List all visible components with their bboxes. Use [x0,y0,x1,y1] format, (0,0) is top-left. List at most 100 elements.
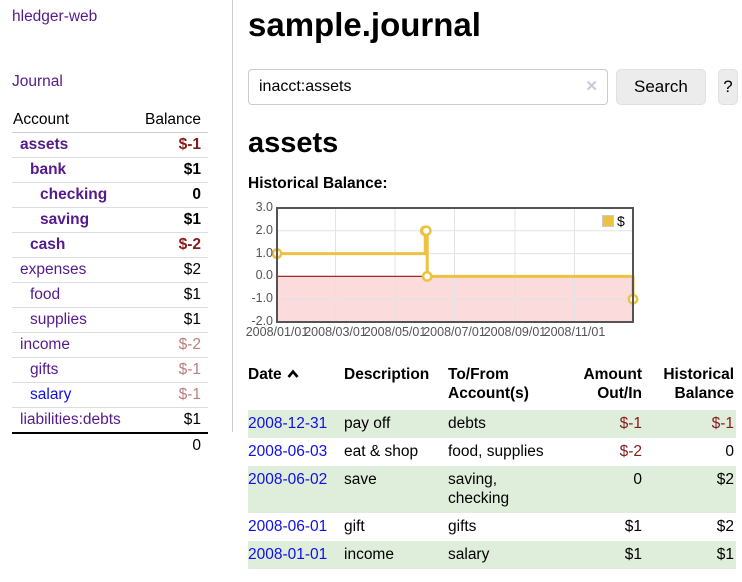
transaction-date-link[interactable]: 2008-12-31 [248,415,328,432]
transaction-amount: $1 [624,546,642,563]
transaction-description: pay off [344,415,391,432]
account-row-food: food $1 [12,282,208,308]
account-balance: $-2 [136,332,208,358]
transaction-accounts: gifts [448,518,477,535]
account-link-checking[interactable]: checking [40,186,108,203]
account-link-income[interactable]: income [20,336,70,353]
legend-swatch-icon [602,215,614,227]
y-axis-tick-label: 3.0 [255,200,273,214]
page-title: sample.journal [248,6,481,43]
transaction-accounts: salary [448,546,490,563]
transaction-description: eat & shop [344,443,419,460]
app-title-link[interactable]: hledger-web [12,8,98,25]
account-link-saving[interactable]: saving [40,211,90,228]
column-header-description: Description [344,366,430,383]
account-link-gifts[interactable]: gifts [30,361,59,378]
account-balance: $1 [136,307,208,333]
transaction-amount: $-1 [619,415,642,432]
accounts-total-row: 0 [12,432,208,458]
y-axis-tick-label: -2.0 [251,314,273,328]
sort-ascending-icon [287,369,299,378]
account-row-cash: cash $-2 [12,232,208,258]
account-row-salary: salary $-1 [12,382,208,408]
account-balance: $1 [136,282,208,308]
account-link-expenses[interactable]: expenses [20,261,87,278]
accounts-table: Account Balance assets $-1 bank $1 check… [12,108,208,458]
transaction-accounts: debts [448,415,486,432]
sidebar: hledger-web Journal Account Balance asse… [0,0,232,466]
transaction-description: save [344,471,377,488]
account-link-food[interactable]: food [30,286,61,303]
x-axis-tick-label: 2008/09/01 [483,325,547,339]
account-balance: 0 [136,182,208,208]
sidebar-divider [232,0,233,432]
y-axis-tick-label: 0.0 [255,268,273,283]
transaction-balance: $1 [716,546,734,563]
column-header-balance: Historical Balance [663,366,734,402]
transaction-date-link[interactable]: 2008-06-02 [248,471,328,488]
balance-chart-canvas[interactable] [248,200,648,342]
clear-search-icon[interactable]: ✕ [585,78,598,95]
transaction-accounts: food, supplies [448,443,544,460]
accounts-table-header: Account Balance [12,108,208,133]
transaction-amount: 0 [633,471,642,488]
account-balance: $2 [136,257,208,283]
account-row-income: income $-2 [12,332,208,358]
transaction-amount: $1 [624,518,642,535]
transaction-balance: $2 [716,518,734,535]
transaction-balance: 0 [725,443,734,460]
account-link-salary[interactable]: salary [30,386,72,403]
register-row: 2008-06-01 gift gifts $1 $2 [248,513,736,541]
account-column-header: Account [12,108,137,133]
sidebar-item-journal[interactable]: Journal [12,73,63,90]
transaction-date-link[interactable]: 2008-06-01 [248,518,328,535]
account-link-bank[interactable]: bank [30,161,67,178]
transaction-accounts: saving, checking [448,471,510,507]
account-link-liabilities-debts[interactable]: liabilities:debts [20,411,121,428]
account-row-supplies: supplies $1 [12,307,208,333]
account-balance: $-1 [136,357,208,383]
account-balance: $1 [136,157,208,183]
transaction-description: income [344,546,394,563]
account-link-assets[interactable]: assets [20,136,69,153]
y-axis-tick-label: 1.0 [255,245,273,260]
account-balance: $-1 [136,382,208,408]
help-button[interactable]: ? [717,69,738,105]
search-input[interactable] [248,69,608,105]
y-axis-tick-label: 2.0 [255,222,273,237]
register-row: 2008-06-02 save saving, checking 0 $2 [248,466,736,513]
x-axis-tick-label: 2008/07/01 [423,325,486,339]
register-row: 2008-06-03 eat & shop food, supplies $-2… [248,438,736,466]
account-row-gifts: gifts $-1 [12,357,208,383]
search-form: ✕ Search ? [248,69,738,105]
main-content: sample.journal ✕ Search ? assets Histori… [246,0,738,569]
account-balance: $-2 [136,232,208,258]
account-link-supplies[interactable]: supplies [30,311,87,328]
x-axis-tick-label: 2008/05/01 [363,325,427,339]
column-header-date[interactable]: Date [248,363,344,410]
account-link-cash[interactable]: cash [30,236,66,253]
accounts-total-balance: 0 [136,432,208,458]
x-axis-tick-label: 2008/03/01 [304,325,367,339]
account-balance: $1 [183,411,201,428]
account-balance: $1 [136,207,208,233]
account-row-checking: checking 0 [12,182,208,208]
account-row-expenses: expenses $2 [12,257,208,283]
transaction-date-link[interactable]: 2008-01-01 [248,546,328,563]
account-row-liabilities-debts: liabilities:debts $1 [12,408,208,434]
register-row: 2008-12-31 pay off debts $-1 $-1 [248,410,736,438]
legend-label: $ [617,213,625,229]
x-axis-tick-label: 2008/01/01 [245,325,309,339]
register-table: Date Description To/From Account(s) Amou… [248,363,736,569]
account-heading: assets [248,127,339,159]
transaction-amount: $-2 [619,443,642,460]
account-balance: $-1 [136,132,208,158]
search-button[interactable]: Search [616,69,706,105]
balance-chart[interactable]: $ 3.0 2.0 1.0 0.0 -1.0 -2.0 2008/01/01 2008/03/… [246,200,648,342]
column-header-amount: Amount Out/In [583,366,642,402]
transaction-date-link[interactable]: 2008-06-03 [248,443,328,460]
account-row-bank: bank $1 [12,157,208,183]
register-header-row: Date Description To/From Account(s) Amou… [248,363,736,410]
transaction-balance: $-1 [711,415,734,432]
y-axis-tick-label: -1.0 [251,291,273,306]
